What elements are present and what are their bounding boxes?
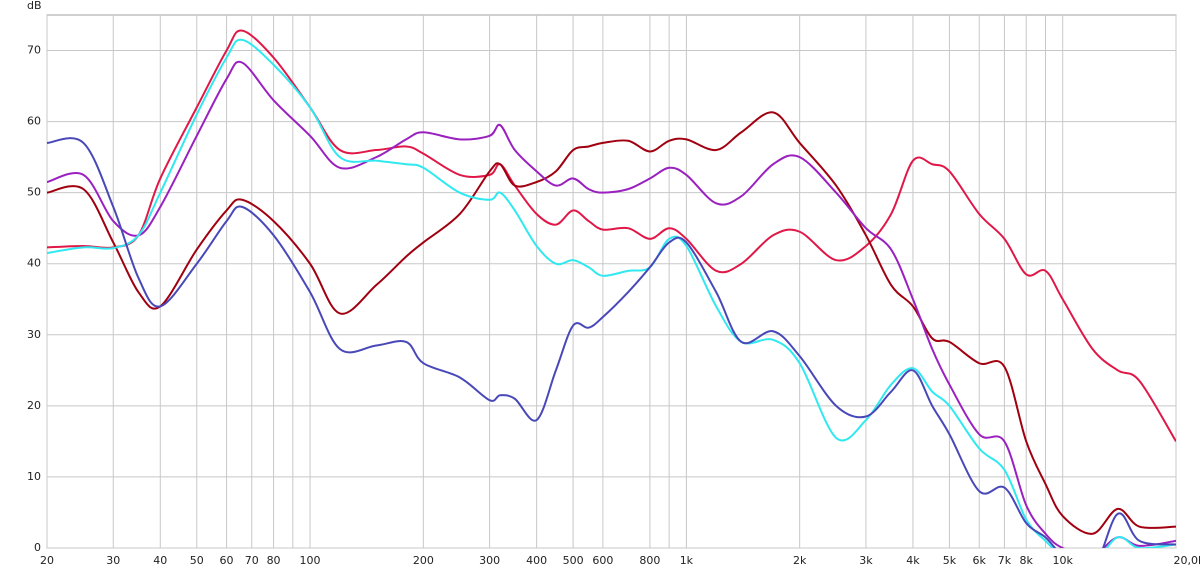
y-tick-label: 0 <box>34 541 41 554</box>
y-tick-label: 60 <box>27 115 41 128</box>
x-tick-label: 4k <box>906 554 920 567</box>
x-tick-label: 7k <box>998 554 1012 567</box>
x-tick-label: 300 <box>479 554 500 567</box>
x-tick-label: 100 <box>300 554 321 567</box>
x-tick-label: 30 <box>106 554 120 567</box>
x-tick-label: 70 <box>245 554 259 567</box>
x-tick-label: 80 <box>267 554 281 567</box>
series-line <box>47 38 1176 548</box>
x-tick-label: 20 <box>40 554 54 567</box>
x-tick-label: 1k <box>680 554 694 567</box>
x-tick-label: 2k <box>793 554 807 567</box>
plot-area <box>46 14 1177 549</box>
x-tick-label: 3k <box>859 554 873 567</box>
y-tick-label: 70 <box>27 44 41 57</box>
x-tick-label: 40 <box>153 554 167 567</box>
x-tick-label: 800 <box>639 554 660 567</box>
x-tick-label: 200 <box>413 554 434 567</box>
x-tick-label: 600 <box>592 554 613 567</box>
series-line <box>47 111 1176 535</box>
series-line <box>47 137 1176 548</box>
x-tick-label: 50 <box>190 554 204 567</box>
x-tick-label: 6k <box>973 554 987 567</box>
y-tick-label: 30 <box>27 328 41 341</box>
y-tick-label: 10 <box>27 470 41 483</box>
x-tick-label: 400 <box>526 554 547 567</box>
series-line <box>47 60 1176 548</box>
y-tick-label: 50 <box>27 186 41 199</box>
y-axis-label: dB <box>27 0 42 12</box>
y-tick-label: 20 <box>27 399 41 412</box>
x-tick-label: 8k <box>1020 554 1034 567</box>
x-tick-label: 10k <box>1053 554 1074 567</box>
x-tick-label: 60 <box>220 554 234 567</box>
x-tick-label: 500 <box>563 554 584 567</box>
x-tick-label: 20,0kHz <box>1174 554 1200 567</box>
y-tick-label: 40 <box>27 257 41 270</box>
series-line <box>47 29 1176 442</box>
x-tick-label: 5k <box>943 554 957 567</box>
